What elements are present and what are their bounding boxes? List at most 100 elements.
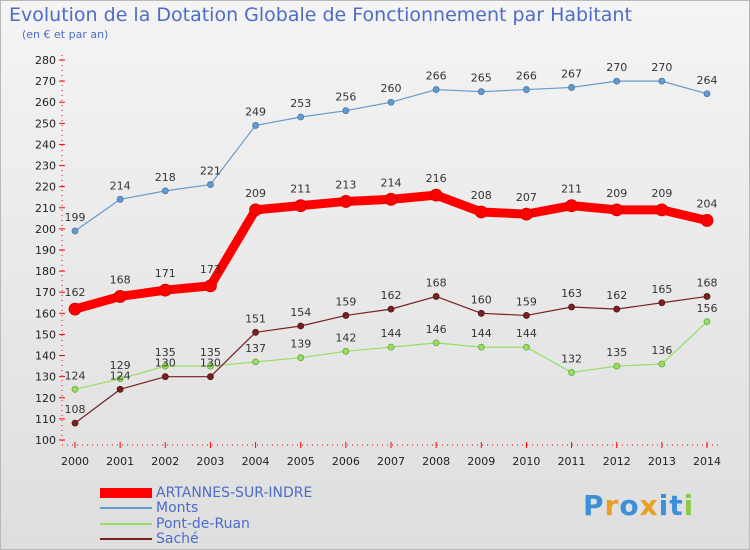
data-label: 162	[606, 289, 627, 302]
data-point	[523, 86, 530, 93]
y-tick-label: 150	[35, 328, 56, 341]
data-point	[384, 192, 398, 206]
data-point	[429, 188, 443, 202]
x-tick-label: 2012	[603, 455, 631, 468]
data-label: 142	[335, 331, 356, 344]
data-label: 159	[335, 295, 356, 308]
data-point	[387, 98, 395, 106]
data-label: 129	[110, 359, 131, 372]
data-point	[158, 283, 172, 297]
y-tick-label: 280	[35, 54, 56, 67]
data-point	[161, 362, 169, 370]
data-point	[477, 309, 485, 317]
data-label: 208	[471, 189, 492, 202]
logo-letter: P	[583, 489, 605, 522]
chart-title: Evolution de la Dotation Globale de Fonc…	[9, 4, 632, 26]
data-label: 253	[290, 97, 311, 110]
data-label: 173	[200, 263, 221, 276]
data-point	[565, 199, 578, 213]
y-tick-label: 260	[35, 96, 56, 109]
y-tick-label: 160	[35, 307, 56, 320]
y-tick-label: 110	[35, 413, 56, 426]
chart-axes: 100 110 120 130 140 150 160 170 180 190 200 210 220 2…	[35, 54, 721, 468]
data-point	[161, 373, 169, 381]
legend-swatch	[100, 488, 152, 498]
x-tick-label: 2010	[512, 455, 540, 468]
data-point	[477, 88, 485, 96]
data-point	[658, 299, 666, 307]
x-tick-label: 2007	[377, 455, 405, 468]
x-tick-label: 2000	[61, 455, 89, 468]
data-label: 221	[200, 165, 221, 178]
data-point	[432, 293, 440, 300]
data-point	[520, 207, 533, 221]
data-point	[387, 305, 395, 313]
data-point	[249, 203, 262, 217]
data-label: 171	[155, 267, 176, 280]
y-tick-label: 140	[35, 350, 56, 363]
data-label: 135	[606, 346, 627, 359]
data-point	[613, 305, 621, 313]
data-point	[703, 318, 711, 326]
data-point	[432, 86, 440, 93]
legend-item: Saché	[100, 532, 199, 546]
y-tick-label: 170	[35, 286, 56, 299]
data-label: 144	[381, 327, 402, 340]
data-label: 135	[155, 346, 176, 359]
data-point	[71, 227, 79, 235]
y-tick-label: 100	[35, 434, 56, 447]
legend-swatch	[100, 507, 152, 509]
y-tick-label: 130	[35, 371, 56, 384]
legend-item: Monts	[100, 501, 198, 515]
data-label: 266	[426, 70, 447, 83]
data-label: 162	[381, 289, 402, 302]
logo-letter: x	[639, 489, 659, 522]
data-point	[432, 339, 440, 347]
data-point	[523, 343, 530, 351]
series-lines	[68, 77, 714, 427]
data-point	[113, 290, 127, 303]
legend-item: ARTANNES-SUR-INDRE	[100, 486, 312, 500]
y-tick-label: 190	[35, 244, 56, 257]
data-point	[658, 360, 666, 368]
data-point	[613, 77, 621, 85]
data-label: 108	[65, 403, 86, 416]
legend-item: Pont-de-Ruan	[100, 517, 250, 531]
data-point	[387, 343, 395, 351]
logo-letter: r	[604, 489, 620, 522]
y-tick-label: 270	[35, 75, 56, 88]
x-tick-label: 2002	[151, 455, 179, 468]
data-label: 216	[426, 172, 447, 185]
logo-letter: t	[669, 489, 684, 522]
data-label: 267	[561, 67, 582, 80]
data-label: 209	[606, 187, 627, 200]
data-label: 124	[65, 369, 86, 382]
data-point	[71, 385, 79, 393]
data-label: 199	[65, 211, 86, 224]
data-point	[523, 312, 530, 319]
data-point	[204, 279, 217, 293]
y-tick-label: 250	[35, 117, 56, 130]
data-point	[342, 347, 350, 355]
data-point	[610, 203, 624, 217]
data-label: 214	[381, 176, 402, 189]
data-label: 270	[651, 61, 672, 74]
data-point	[116, 195, 124, 203]
data-point	[116, 375, 124, 383]
data-label: 137	[245, 342, 266, 355]
data-label: 162	[65, 286, 86, 299]
data-label: 266	[516, 70, 537, 83]
data-label: 124	[110, 369, 131, 382]
legend-label: Saché	[156, 531, 199, 547]
data-point	[703, 293, 711, 300]
y-tick-label: 230	[35, 160, 56, 173]
data-point	[294, 199, 308, 213]
data-label: 144	[471, 327, 492, 340]
y-tick-label: 220	[35, 181, 56, 194]
data-label: 260	[381, 82, 402, 95]
data-point	[568, 369, 575, 376]
x-tick-label: 2006	[332, 455, 360, 468]
data-point	[568, 303, 575, 311]
data-label: 213	[335, 178, 356, 191]
